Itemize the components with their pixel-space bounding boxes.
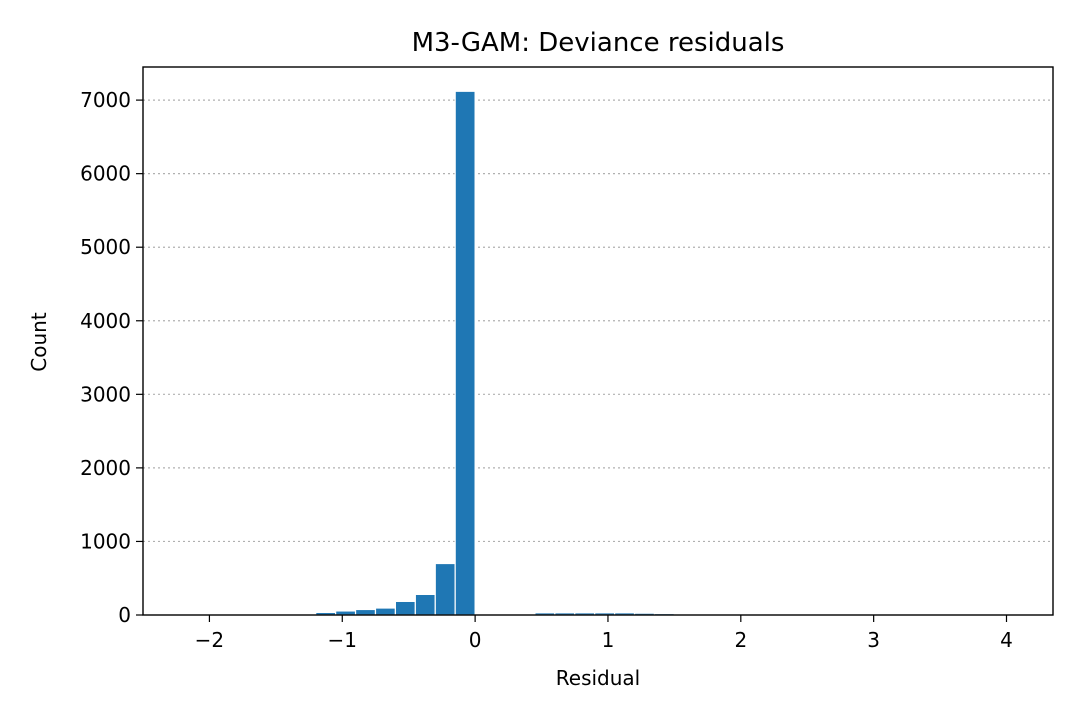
histogram-bar bbox=[394, 600, 416, 616]
y-tick-label: 1000 bbox=[80, 529, 131, 553]
grid-lines bbox=[143, 99, 1053, 543]
x-tick-label: −1 bbox=[328, 628, 357, 652]
y-tick-label: 2000 bbox=[80, 456, 131, 480]
histogram-bar bbox=[374, 607, 397, 616]
x-axis-label: Residual bbox=[556, 666, 640, 690]
x-tick-label: −2 bbox=[195, 628, 224, 652]
y-axis-label: Count bbox=[27, 312, 51, 372]
y-tick-label: 7000 bbox=[80, 88, 131, 112]
histogram-bar bbox=[354, 608, 377, 616]
y-axis-ticks: 0 1000 2000 3000 4000 5000 6000 7000 bbox=[80, 88, 143, 627]
x-tick-label: 3 bbox=[867, 628, 880, 652]
chart-title: M3-GAM: Deviance residuals bbox=[412, 28, 785, 58]
plot-frame bbox=[142, 66, 1054, 616]
y-tick-label: 4000 bbox=[80, 309, 131, 333]
x-tick-label: 1 bbox=[602, 628, 615, 652]
x-tick-label: 0 bbox=[469, 628, 482, 652]
histogram-bar bbox=[434, 562, 456, 616]
y-tick-label: 5000 bbox=[80, 235, 131, 259]
y-tick-label: 0 bbox=[118, 603, 131, 627]
x-axis-ticks: −2 −1 0 1 2 3 4 bbox=[195, 615, 1013, 652]
x-tick-label: 2 bbox=[734, 628, 747, 652]
x-tick-label: 4 bbox=[1000, 628, 1013, 652]
histogram-bar bbox=[454, 90, 476, 616]
y-tick-label: 6000 bbox=[80, 162, 131, 186]
y-tick-label: 3000 bbox=[80, 382, 131, 406]
histogram-bar bbox=[414, 593, 436, 616]
bars bbox=[295, 90, 1034, 616]
